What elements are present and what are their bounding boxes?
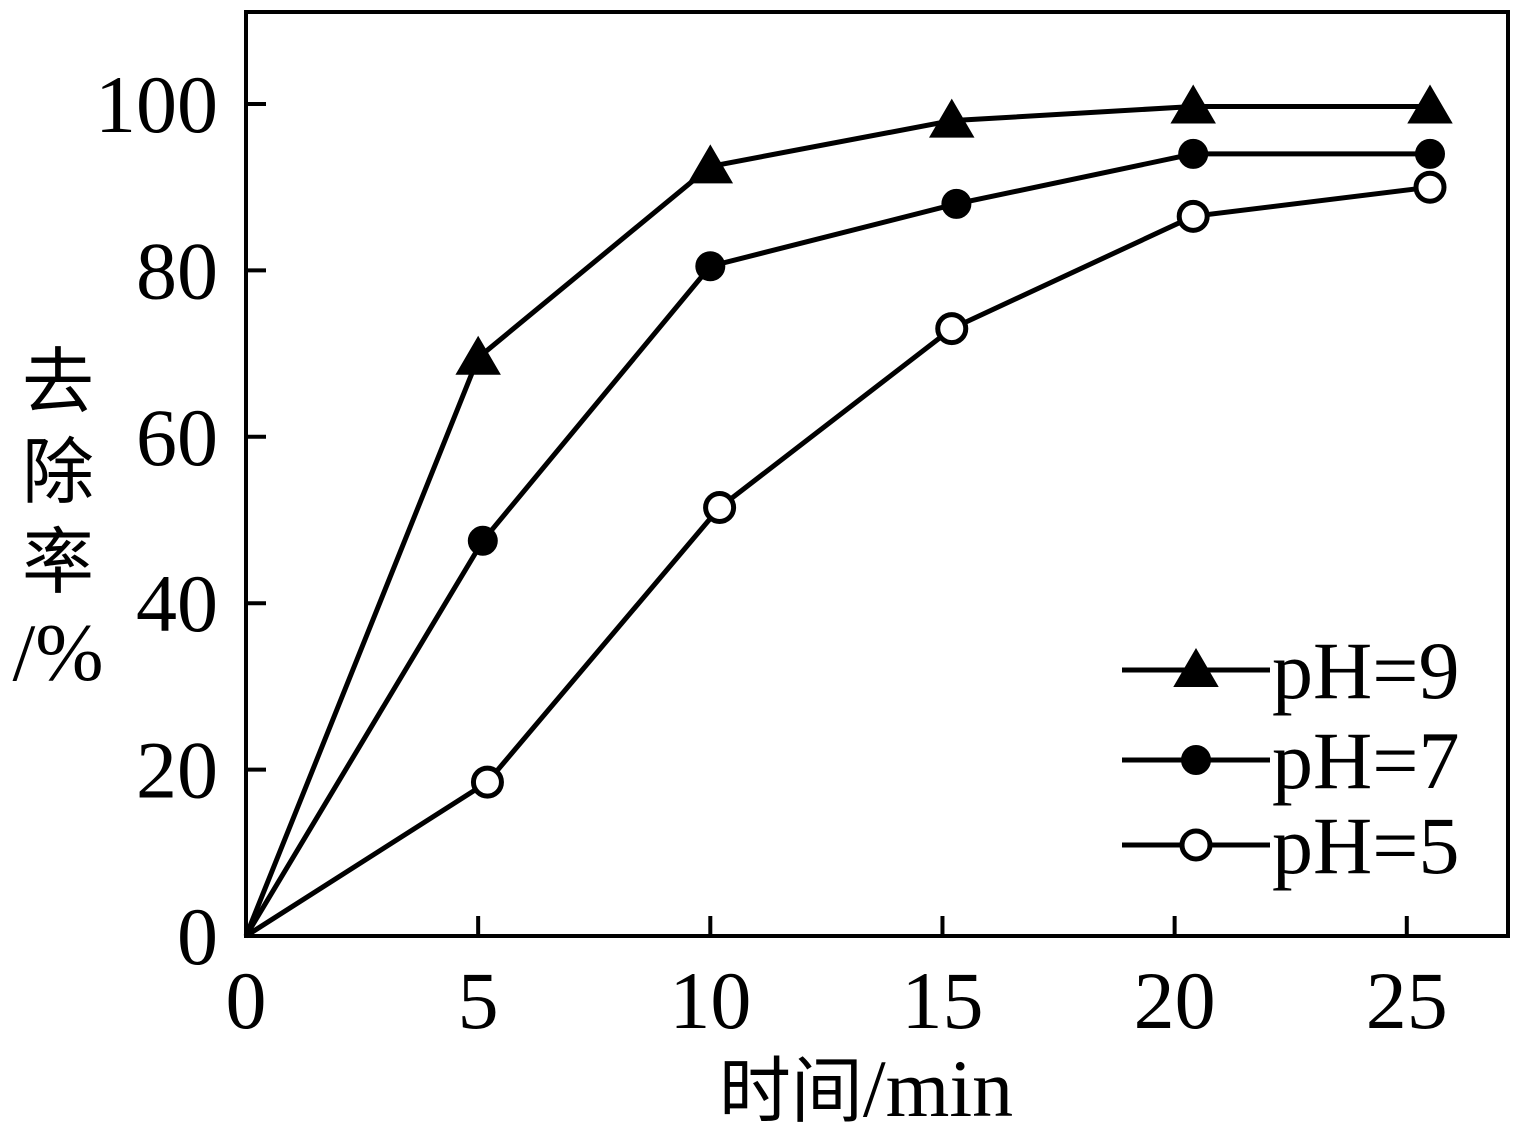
data-point: [935, 312, 969, 346]
y-axis-title-char-3: 率: [22, 520, 94, 604]
data-point: [1178, 138, 1209, 169]
data-point: [941, 188, 972, 219]
series-2: [243, 138, 1445, 938]
data-point: [929, 98, 975, 138]
plot-frame: [244, 10, 1510, 938]
x-axis-ticks: 0 5 10 15 20 25: [226, 916, 1448, 1046]
legend-label: pH=9: [1272, 625, 1459, 716]
data-point: [1413, 170, 1447, 204]
legend-label: pH=5: [1272, 800, 1459, 891]
legend-item: pH=7: [1122, 715, 1459, 806]
legend-item: pH=9: [1122, 625, 1459, 716]
x-tick-label: 25: [1366, 955, 1448, 1046]
data-point: [687, 144, 734, 184]
x-tick-label: 15: [901, 955, 983, 1046]
series-1: [243, 84, 1453, 937]
x-axis-title-text: 时间: [719, 1049, 863, 1133]
data-point: [703, 491, 737, 525]
legend-marker: [1179, 828, 1213, 862]
data-point: [1415, 138, 1445, 169]
x-axis-title: 时间/min: [719, 1043, 1013, 1134]
series-line: [243, 151, 1430, 938]
y-tick-label: 60: [136, 392, 218, 483]
data-point: [455, 335, 501, 375]
data-point: [1170, 84, 1216, 124]
x-axis-title-unit: /min: [863, 1043, 1013, 1134]
y-tick-label: 100: [95, 59, 218, 150]
data-point: [1176, 199, 1210, 233]
y-tick-label: 80: [136, 225, 218, 316]
legend-label: pH=7: [1272, 715, 1459, 806]
legend-item: pH=5: [1122, 800, 1459, 891]
y-axis-title-unit: /%: [12, 607, 103, 698]
series-layer: [243, 84, 1453, 939]
legend-marker: [1173, 648, 1219, 687]
legend: pH=9pH=7pH=5: [1122, 625, 1459, 891]
series-3: [244, 170, 1447, 939]
y-axis-title: 去 除 率 /%: [12, 340, 103, 698]
x-tick-label: 0: [226, 955, 267, 1046]
data-point: [695, 251, 726, 282]
data-point: [1407, 84, 1453, 124]
data-point: [470, 765, 504, 799]
x-tick-label: 10: [669, 955, 751, 1046]
legend-marker: [1181, 745, 1211, 775]
series-line: [244, 184, 1431, 939]
y-axis-title-char-1: 去: [22, 340, 94, 424]
x-tick-label: 20: [1134, 955, 1216, 1046]
x-tick-label: 5: [458, 955, 499, 1046]
y-tick-label: 20: [136, 725, 218, 816]
data-point: [467, 525, 498, 556]
y-axis-ticks: 0 20 40 60 80 100: [95, 59, 266, 982]
series-line: [243, 103, 1430, 937]
y-tick-label: 0: [177, 891, 218, 982]
y-tick-label: 40: [136, 558, 218, 649]
y-axis-title-char-2: 除: [22, 430, 94, 514]
